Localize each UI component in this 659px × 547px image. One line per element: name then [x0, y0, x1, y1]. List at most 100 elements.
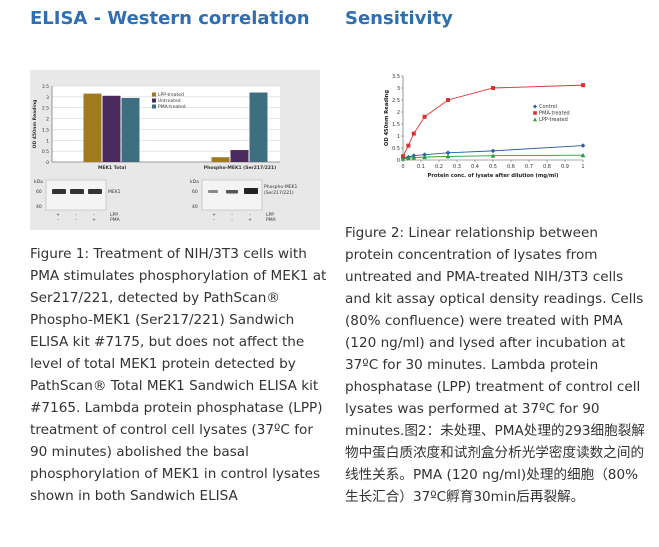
data-point — [490, 153, 496, 158]
x-tick-label: 0.4 — [471, 164, 479, 170]
legend-marker — [533, 104, 537, 109]
x-tick-label: 0.2 — [435, 164, 443, 170]
x-tick-label: 0.5 — [489, 164, 497, 170]
legend-label: Untreated — [158, 98, 181, 104]
figure-1: 0 0.5 1 1.5 2 2.5 3 3.5 OD 450nm Reading MEK1 Tot… — [30, 70, 320, 230]
x-tick-label: 0.7 — [525, 164, 533, 170]
y-axis-label: OD 450nm Reading — [32, 100, 38, 149]
legend-swatch — [152, 104, 156, 109]
x-tick-label: 0.3 — [453, 164, 461, 170]
blot-mark: - — [57, 218, 59, 223]
data-point — [490, 148, 496, 154]
kda-marker: 40 — [192, 204, 198, 210]
y-tick-label: 3 — [46, 95, 49, 101]
y-tick-label: 3 — [397, 86, 400, 92]
bar — [230, 150, 249, 162]
bar — [83, 93, 102, 162]
y-tick-label: 0.5 — [392, 146, 400, 152]
elisa-western-heading: ELISA - Western correlation — [30, 8, 310, 29]
bar — [249, 92, 268, 162]
blot-label: MEK1 — [108, 189, 121, 195]
legend-label: Control — [539, 104, 557, 110]
figure-2-caption: Figure 2: Linear relationship between pr… — [345, 225, 645, 505]
legend-label: PMA-treated — [158, 104, 186, 110]
blot-mark: - — [231, 213, 233, 218]
blot-panel — [45, 179, 107, 211]
figure-2: 0 0.5 1 1.5 2 2.5 3 3.5 0 0.1 0.2 0.3 0.4 0.5 0.6 0.7 0.… — [383, 68, 593, 186]
data-point — [406, 143, 411, 148]
blot-row-label: PMA — [110, 217, 121, 223]
data-point — [581, 83, 585, 88]
bar-chart: 0 0.5 1 1.5 2 2.5 3 3.5 OD 450nm Reading MEK1 Tot… — [30, 70, 320, 230]
sensitivity-heading: Sensitivity — [345, 8, 453, 29]
figure-1-caption: Figure 1: Treatment of NIH/3T3 cells wit… — [30, 246, 327, 504]
blot-mark: - — [213, 218, 215, 223]
kda-marker: 40 — [36, 204, 42, 210]
legend-label: LPP-treated — [539, 117, 568, 123]
blot-band — [226, 190, 238, 194]
blot-mark: + — [212, 212, 216, 218]
legend-swatch — [152, 92, 156, 97]
y-tick-label: 1 — [46, 138, 49, 144]
data-point — [491, 86, 495, 90]
blot-row-label: PMA — [266, 217, 277, 223]
y-tick-label: 3.5 — [392, 74, 400, 80]
y-tick-label: 3.5 — [42, 84, 49, 90]
y-tick-label: 1.5 — [392, 122, 400, 128]
y-axis-label: OD 450nm Reading — [384, 90, 390, 146]
x-tick-label: 0 — [401, 164, 404, 170]
x-category-label: MEK1 Total — [98, 165, 126, 171]
kda-label: kDa — [34, 179, 43, 185]
blot-label: (Ser217/221) — [264, 190, 294, 196]
y-tick-label: 1 — [397, 134, 400, 140]
data-point — [400, 156, 406, 161]
legend-marker — [533, 117, 537, 122]
blot-mark: - — [75, 218, 77, 223]
kda-label: kDa — [190, 179, 199, 185]
x-category-label: Phospho-MEK1 (Ser217/221) — [204, 165, 276, 171]
x-tick-label: 0.8 — [543, 164, 551, 170]
x-tick-label: 1 — [581, 164, 584, 170]
blot-mark: + — [92, 217, 96, 223]
y-tick-label: 2.5 — [42, 106, 49, 112]
data-point — [422, 114, 427, 119]
legend-label: PMA-treated — [539, 111, 570, 117]
data-point — [401, 154, 405, 159]
bar — [102, 95, 121, 162]
blot-mark: - — [93, 213, 95, 218]
data-point — [445, 154, 451, 159]
y-tick-label: 0.5 — [42, 149, 49, 155]
x-tick-label: 0.1 — [417, 164, 425, 170]
kda-marker: 60 — [36, 189, 42, 195]
legend-swatch — [152, 98, 156, 103]
data-point — [580, 143, 586, 148]
bar — [211, 157, 230, 162]
blot-label: Phospho-MEK1 — [264, 184, 298, 190]
x-tick-label: 0.6 — [507, 164, 515, 170]
blot-row-label: LPP — [110, 212, 118, 218]
blot-row-label: LPP — [266, 212, 274, 218]
blot-panel — [201, 179, 263, 211]
data-point — [446, 98, 450, 102]
y-tick-label: 2.5 — [392, 98, 400, 104]
legend-label: LPP-treated — [158, 92, 184, 98]
blot-mark: - — [75, 213, 77, 218]
x-tick-label: 0.9 — [561, 164, 569, 170]
line-chart: 0 0.5 1 1.5 2 2.5 3 3.5 0 0.1 0.2 0.3 0.4 0.5 0.6 0.7 0.… — [384, 74, 586, 179]
y-tick-label: 0 — [397, 158, 400, 164]
data-point — [411, 131, 416, 136]
bar — [121, 97, 140, 162]
blot-band — [244, 188, 258, 194]
blot-mark: + — [248, 217, 252, 223]
y-tick-label: 0 — [46, 160, 49, 166]
blot-band — [208, 190, 218, 193]
blot-mark: - — [249, 213, 251, 218]
data-point — [406, 155, 411, 161]
data-point — [411, 155, 417, 160]
y-tick-label: 2 — [397, 110, 400, 116]
blot-band — [70, 189, 84, 194]
x-axis-label: Protein conc. of lysate after dilution (… — [428, 173, 559, 179]
blot-band — [88, 189, 102, 194]
blot-mark: + — [56, 212, 60, 218]
y-tick-label: 1.5 — [42, 127, 49, 133]
